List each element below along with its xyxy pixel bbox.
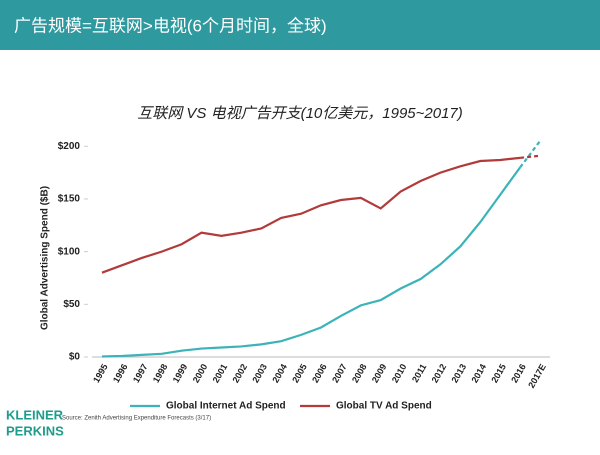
- chart-title: 互联网 VS 电视广告开支(10亿美元，1995~2017): [137, 105, 463, 122]
- y-tick-label: $200: [58, 141, 81, 152]
- series-line: [101, 156, 521, 274]
- x-tick-label: 2013: [450, 362, 469, 384]
- y-axis-label: Global Advertising Spend ($B): [40, 186, 51, 330]
- series-line: [519, 140, 541, 169]
- x-tick-label: 2002: [230, 362, 249, 384]
- x-tick-label: 2015: [489, 362, 508, 384]
- x-tick-label: 2007: [330, 362, 349, 384]
- x-tick-label: 2004: [270, 362, 289, 384]
- x-tick-label: 2005: [290, 362, 309, 384]
- source-note: Source: Zenith Advertising Expenditure F…: [62, 416, 211, 422]
- logo-line: KLEINER: [6, 407, 64, 422]
- series-line: [101, 166, 522, 358]
- x-tick-label: 2011: [410, 362, 428, 384]
- x-tick-label: 2003: [250, 362, 269, 384]
- x-tick-label: 2014: [469, 362, 488, 384]
- x-tick-label: 1999: [171, 362, 190, 384]
- x-tick-label: 1997: [131, 362, 150, 384]
- y-tick-label: $0: [69, 352, 81, 363]
- x-tick-label: 2017E: [526, 362, 548, 390]
- y-tick-label: $150: [58, 194, 81, 205]
- x-tick-label: 2016: [509, 362, 528, 384]
- x-tick-label: 2000: [191, 362, 210, 384]
- legend-label: Global TV Ad Spend: [336, 401, 432, 412]
- x-tick-label: 1998: [151, 362, 170, 384]
- legend-label: Global Internet Ad Spend: [166, 401, 286, 412]
- x-tick-label: 2001: [211, 362, 230, 384]
- y-tick-label: $50: [63, 299, 80, 310]
- x-tick-label: 2008: [350, 362, 369, 384]
- header-bar: [0, 0, 600, 50]
- x-tick-label: 2006: [310, 362, 329, 384]
- x-tick-label: 1996: [111, 362, 130, 384]
- x-tick-label: 1995: [91, 362, 110, 384]
- series-line: [520, 154, 541, 159]
- logo-line: PERKINS: [6, 423, 64, 438]
- y-tick-label: $100: [58, 246, 81, 257]
- x-tick-label: 2012: [430, 362, 449, 384]
- x-tick-label: 2009: [370, 362, 389, 384]
- header-title: 广告规模=互联网>电视(6个月时间，全球): [14, 16, 327, 35]
- x-tick-label: 2010: [390, 362, 409, 384]
